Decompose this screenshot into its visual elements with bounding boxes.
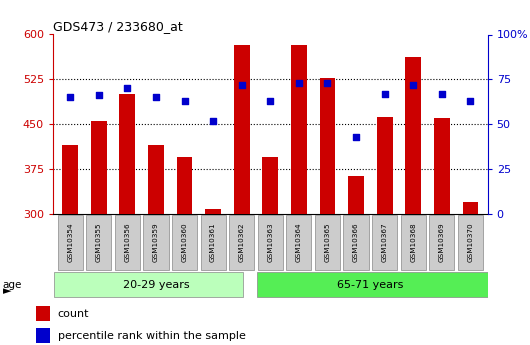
FancyBboxPatch shape (143, 215, 169, 270)
Point (94, 93, 103, 98)
Bar (205, 209, 221, 214)
Bar (91, 121, 107, 214)
Bar (148, 145, 164, 214)
FancyBboxPatch shape (258, 215, 283, 270)
Point (237, 82, 246, 88)
Text: GSM10355: GSM10355 (96, 223, 102, 262)
FancyBboxPatch shape (372, 215, 398, 270)
Text: GSM10356: GSM10356 (125, 223, 130, 262)
FancyBboxPatch shape (401, 215, 426, 270)
Bar (119, 94, 135, 214)
Bar (234, 45, 250, 214)
Text: GSM10359: GSM10359 (153, 223, 159, 262)
Text: GSM10370: GSM10370 (467, 223, 473, 262)
Point (209, 118, 217, 124)
Text: GSM10363: GSM10363 (267, 223, 273, 262)
Text: GSM10364: GSM10364 (296, 223, 302, 262)
FancyBboxPatch shape (58, 215, 83, 270)
Point (381, 91, 389, 97)
Text: GSM10362: GSM10362 (238, 223, 245, 262)
Point (123, 86, 131, 91)
Text: GSM10354: GSM10354 (67, 223, 73, 262)
Bar (434, 118, 450, 214)
Point (152, 95, 160, 100)
Bar (63, 145, 78, 214)
FancyBboxPatch shape (258, 272, 498, 297)
Text: count: count (58, 309, 89, 319)
Point (66, 95, 74, 100)
Point (466, 98, 475, 104)
Bar (463, 202, 478, 214)
Text: percentile rank within the sample: percentile rank within the sample (58, 331, 245, 341)
Point (438, 91, 446, 97)
Bar (405, 57, 421, 214)
FancyBboxPatch shape (172, 215, 197, 270)
Bar (320, 78, 335, 214)
FancyBboxPatch shape (429, 215, 454, 270)
Point (409, 82, 418, 88)
FancyBboxPatch shape (200, 215, 226, 270)
Text: GSM10360: GSM10360 (181, 223, 188, 262)
Text: GSM10361: GSM10361 (210, 223, 216, 262)
FancyBboxPatch shape (458, 215, 483, 270)
Text: GSM10366: GSM10366 (353, 223, 359, 262)
Bar (262, 157, 278, 214)
Bar (348, 176, 364, 214)
Text: age: age (3, 280, 22, 289)
Point (323, 80, 332, 86)
FancyBboxPatch shape (343, 215, 369, 270)
FancyBboxPatch shape (229, 215, 254, 270)
FancyBboxPatch shape (315, 215, 340, 270)
Text: GDS473 / 233680_at: GDS473 / 233680_at (53, 20, 183, 33)
Point (266, 98, 275, 104)
Bar (291, 45, 307, 214)
Text: ►: ► (3, 287, 11, 296)
Text: GSM10368: GSM10368 (410, 223, 416, 262)
Text: GSM10369: GSM10369 (439, 223, 445, 262)
Bar (36, 306, 50, 321)
Point (352, 134, 360, 139)
Bar (377, 117, 393, 214)
Text: GSM10365: GSM10365 (324, 223, 331, 262)
Text: GSM10367: GSM10367 (382, 223, 387, 262)
FancyBboxPatch shape (86, 215, 111, 270)
Point (295, 80, 303, 86)
FancyBboxPatch shape (115, 215, 140, 270)
Text: 65-71 years: 65-71 years (337, 280, 403, 289)
Bar (176, 157, 192, 214)
FancyBboxPatch shape (55, 272, 243, 297)
Text: 20-29 years: 20-29 years (122, 280, 189, 289)
Point (180, 98, 189, 104)
FancyBboxPatch shape (286, 215, 312, 270)
Bar (36, 328, 50, 343)
